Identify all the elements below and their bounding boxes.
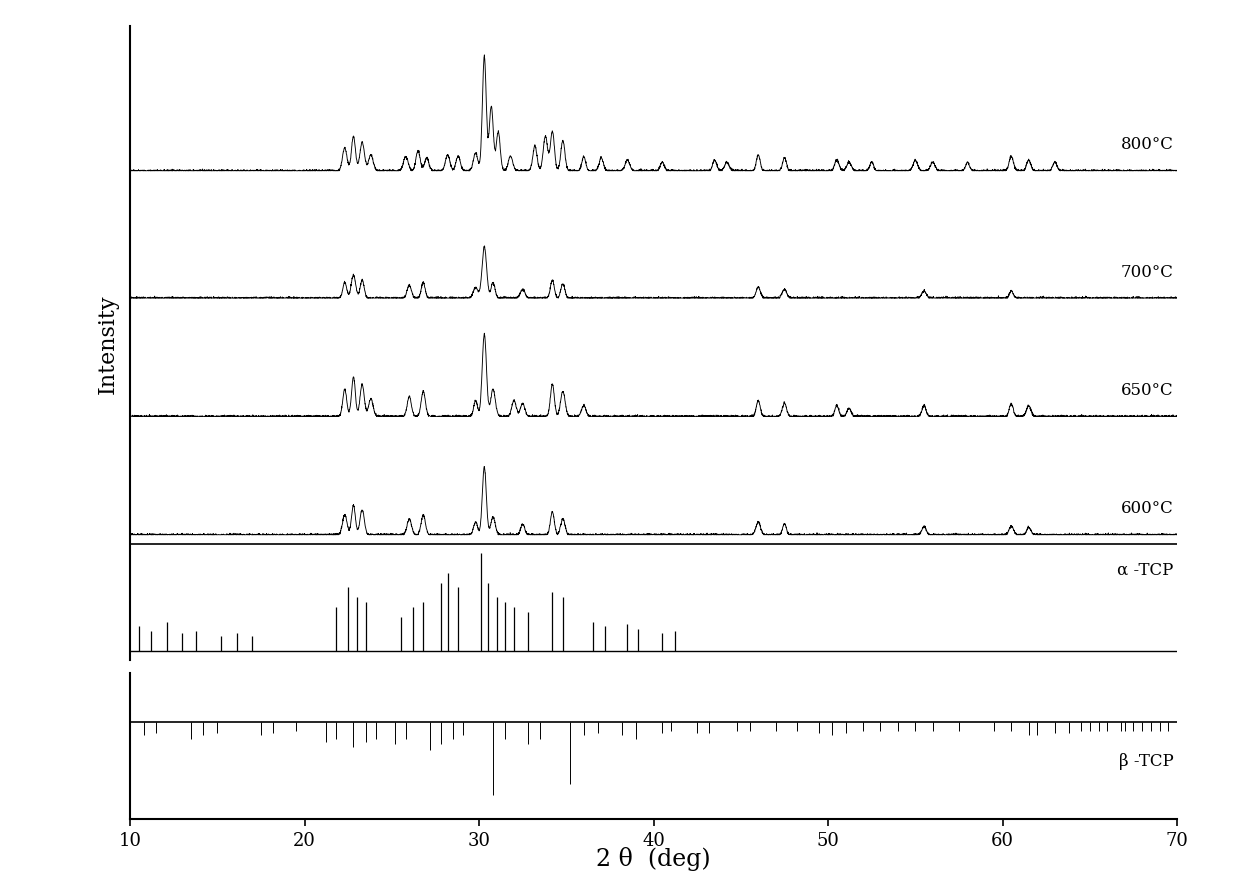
Text: β -TCP: β -TCP — [1119, 752, 1173, 770]
Text: α -TCP: α -TCP — [1118, 562, 1173, 579]
Y-axis label: Intensity: Intensity — [97, 293, 119, 393]
Text: 800°C: 800°C — [1121, 136, 1173, 153]
Text: 700°C: 700°C — [1121, 263, 1173, 281]
Text: 650°C: 650°C — [1121, 382, 1173, 399]
Text: 600°C: 600°C — [1121, 500, 1173, 517]
Text: 2 θ  (deg): 2 θ (deg) — [596, 846, 711, 870]
